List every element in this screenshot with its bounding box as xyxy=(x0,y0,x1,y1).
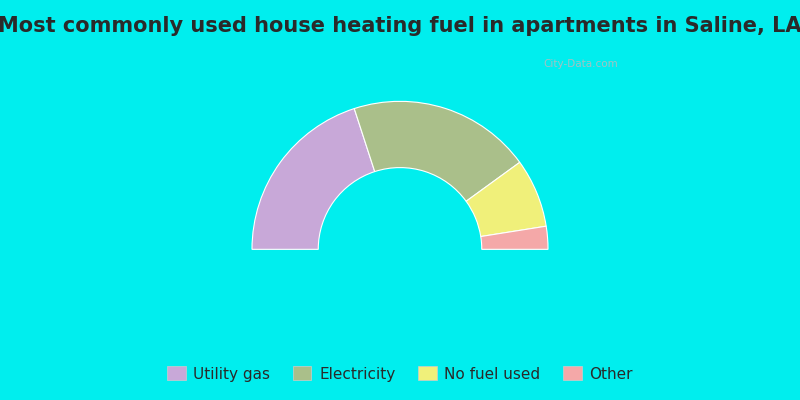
Text: Most commonly used house heating fuel in apartments in Saline, LA: Most commonly used house heating fuel in… xyxy=(0,16,800,36)
Legend: Utility gas, Electricity, No fuel used, Other: Utility gas, Electricity, No fuel used, … xyxy=(161,360,639,388)
Wedge shape xyxy=(481,226,548,249)
Text: City-Data.com: City-Data.com xyxy=(544,59,618,69)
Wedge shape xyxy=(354,101,520,201)
Wedge shape xyxy=(466,162,546,236)
Wedge shape xyxy=(252,108,374,249)
